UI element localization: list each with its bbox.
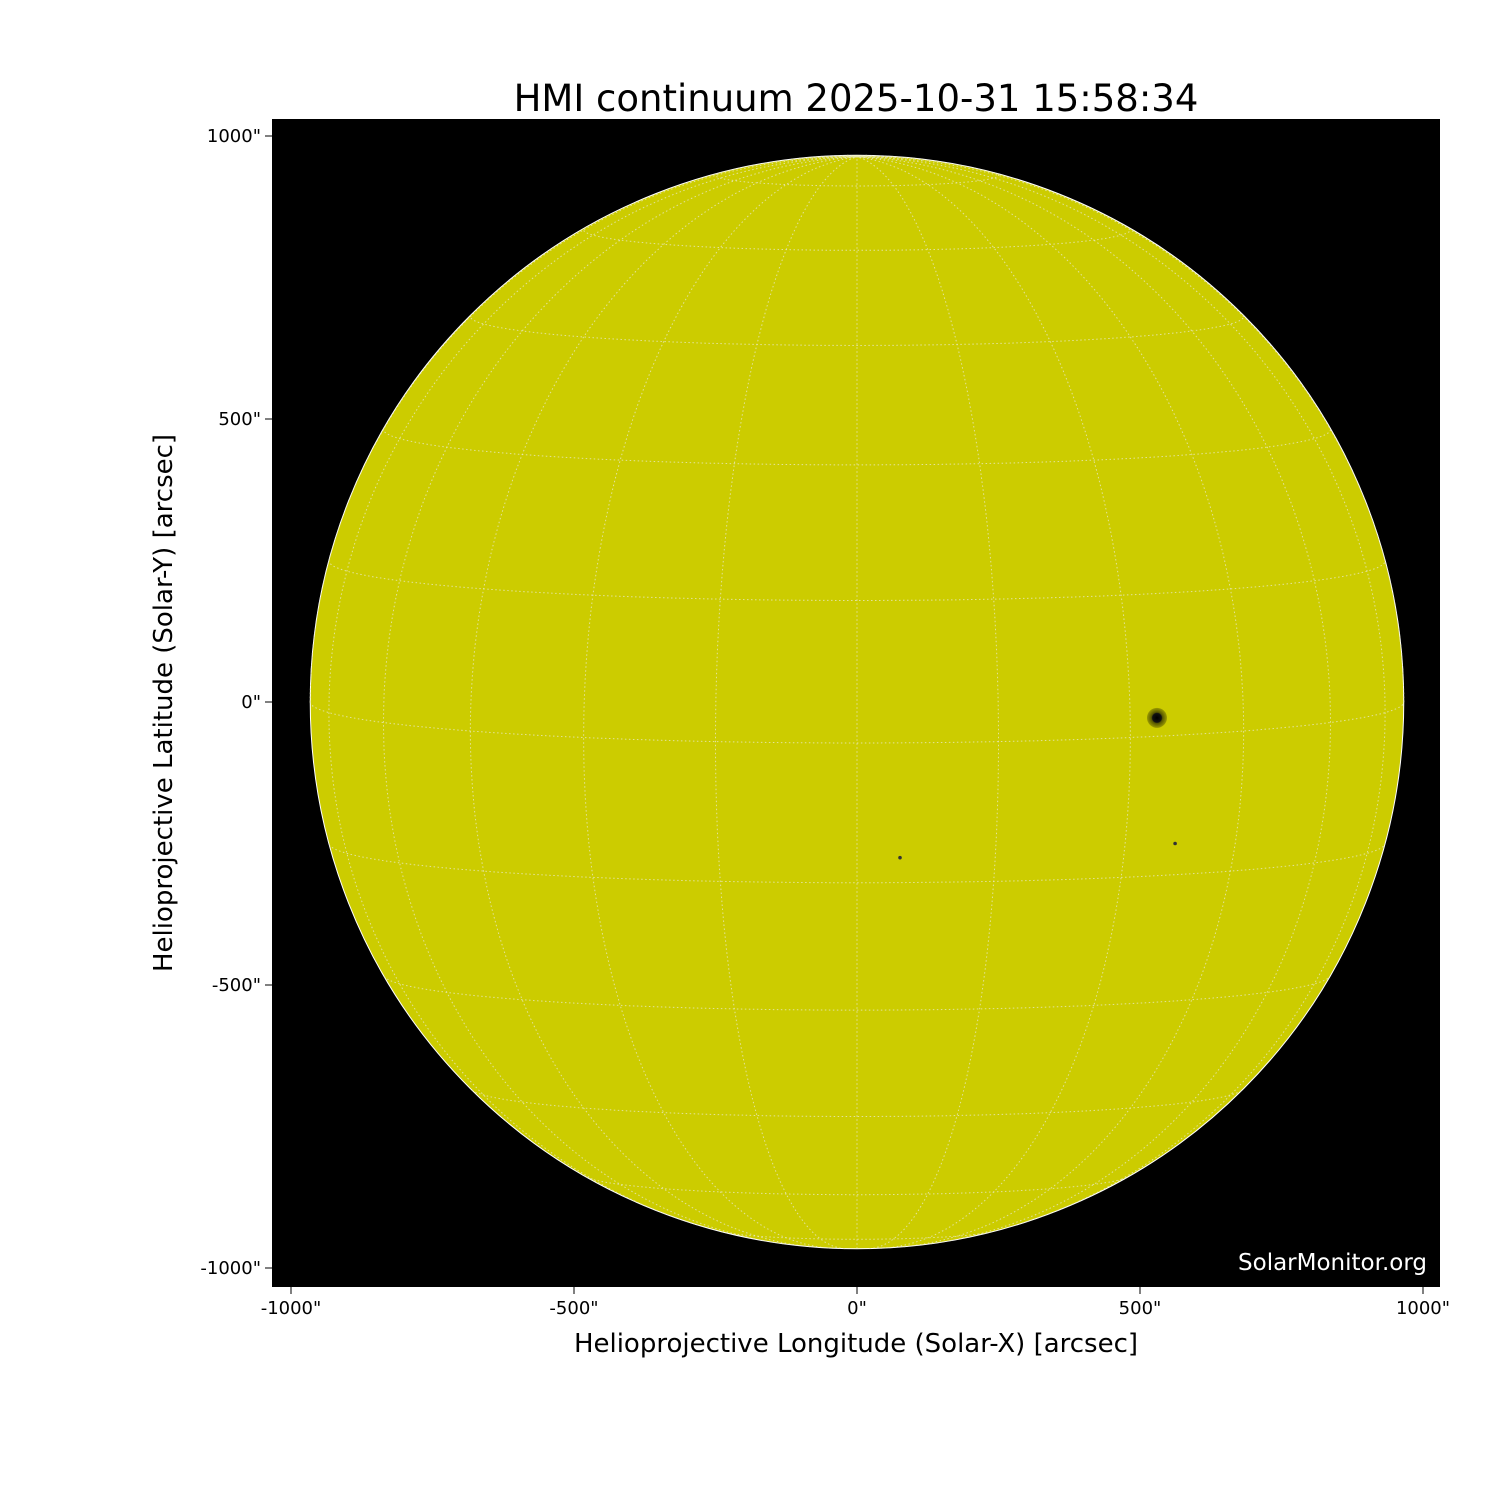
grid-longitude-line xyxy=(469,156,858,1248)
grid-longitude-line xyxy=(856,156,1003,176)
grid-longitude-line xyxy=(856,154,867,158)
y-axis-label: Helioprojective Latitude (Solar-Y) [arcs… xyxy=(149,434,179,972)
y-tick-label: 1000" xyxy=(207,126,261,147)
grid-longitude-line xyxy=(583,156,858,1249)
heliographic-grid xyxy=(309,154,1405,1250)
grid-longitude-line xyxy=(791,155,858,160)
y-tick-label: -500" xyxy=(212,975,261,996)
grid-longitude-line xyxy=(856,156,1405,703)
x-axis-ticks: -1000" -500" 0" 500" 1000" xyxy=(261,1287,1450,1319)
y-tick-label: 500" xyxy=(218,409,261,430)
grid-longitude-line xyxy=(856,155,923,160)
grid-longitude-line xyxy=(856,156,999,1250)
grid-longitude-line xyxy=(711,156,858,176)
x-tick-label: 0" xyxy=(847,1298,867,1319)
x-tick-label: 500" xyxy=(1119,1298,1162,1319)
y-axis-ticks: 1000" 500" 0" -500" -1000" xyxy=(200,126,272,1279)
grid-latitude-line xyxy=(721,1231,993,1240)
y-tick-label: -1000" xyxy=(200,1258,261,1279)
grid-latitude-line xyxy=(328,560,1386,601)
x-tick-label: 1000" xyxy=(1396,1298,1450,1319)
watermark: SolarMonitor.org xyxy=(1238,1250,1427,1276)
grid-latitude-line xyxy=(469,314,1245,346)
grid-longitude-line xyxy=(816,155,858,158)
chart-title: HMI continuum 2025-10-31 15:58:34 xyxy=(514,77,1199,120)
grid-longitude-line xyxy=(856,156,1245,1248)
grid-latitude-line xyxy=(309,701,1405,744)
x-tick-label: -1000" xyxy=(261,1298,322,1319)
grid-longitude-line xyxy=(856,156,1131,1249)
x-tick-label: -500" xyxy=(549,1298,598,1319)
grid-longitude-line xyxy=(309,156,858,703)
grid-longitude-line xyxy=(715,156,858,1250)
grid-latitude-line xyxy=(383,976,1331,1011)
sunspot xyxy=(1173,841,1177,846)
grid-latitude-line xyxy=(328,844,1386,884)
grid-longitude-line xyxy=(856,155,898,158)
grid-latitude-line xyxy=(586,1176,1128,1196)
sunspot xyxy=(1146,707,1167,728)
plot-area: SolarMonitor.org xyxy=(272,119,1440,1287)
sunspots xyxy=(898,707,1177,860)
y-tick-label: 0" xyxy=(241,692,261,713)
x-axis-label: Helioprojective Longitude (Solar-X) [arc… xyxy=(574,1329,1138,1359)
sunspot xyxy=(898,855,902,860)
